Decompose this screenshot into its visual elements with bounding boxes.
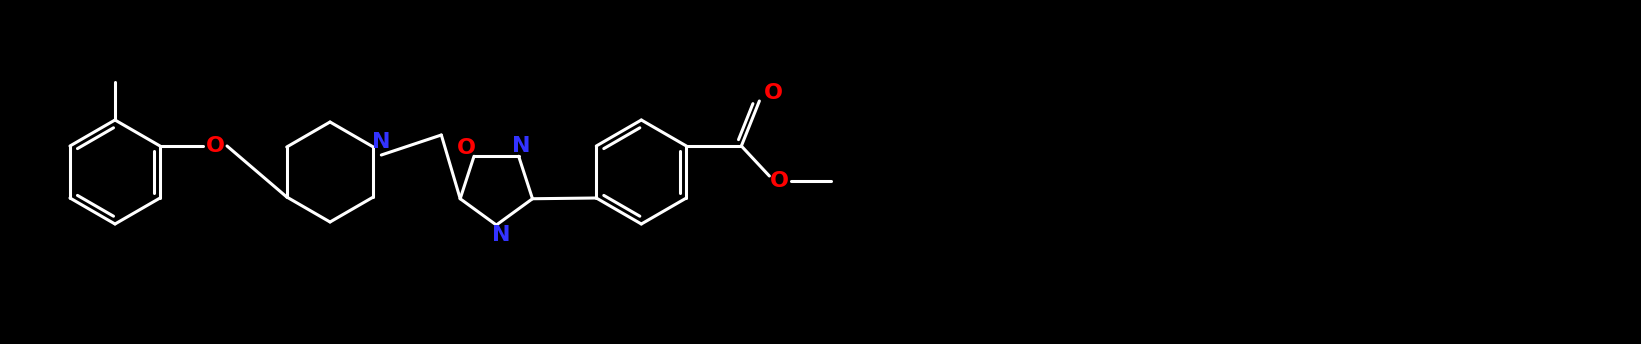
Text: O: O [763, 83, 783, 103]
Text: N: N [512, 136, 532, 156]
Text: O: O [770, 171, 789, 191]
Text: O: O [205, 136, 225, 156]
Text: O: O [456, 138, 476, 158]
Text: N: N [373, 132, 391, 152]
Text: N: N [492, 225, 510, 245]
